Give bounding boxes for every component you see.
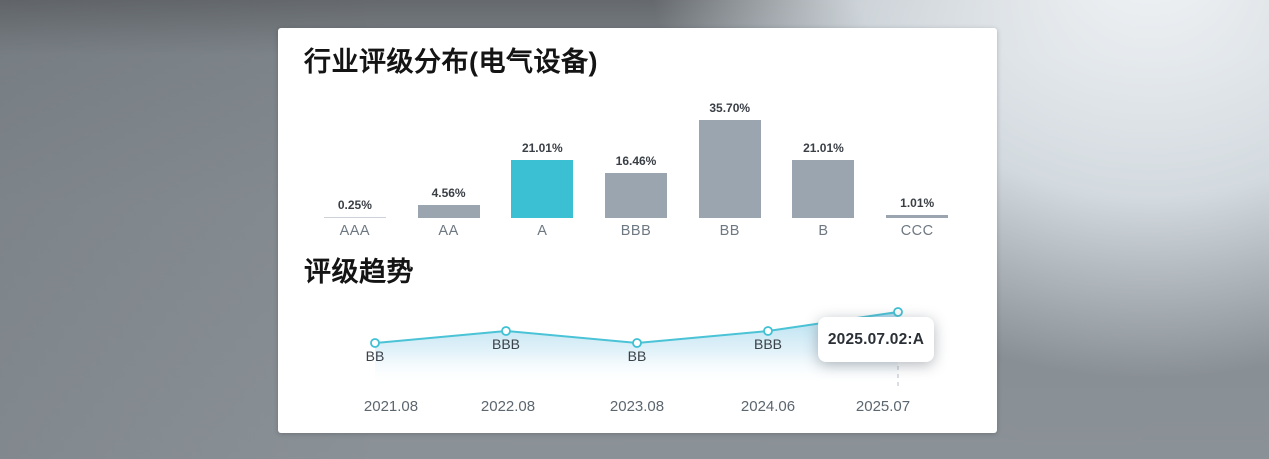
bar-value-label: 16.46% bbox=[615, 153, 657, 168]
trend-point-marker[interactable] bbox=[893, 307, 903, 317]
trend-x-axis: 2021.08 2022.08 2023.08 2024.06 2025.07 bbox=[278, 398, 997, 418]
trend-x-label: 2023.08 bbox=[609, 398, 665, 415]
bar-segment-b[interactable] bbox=[792, 160, 855, 218]
bar-chart-category-axis: AAA AA A BBB BB B CCC bbox=[308, 218, 964, 244]
bar-segment-a[interactable] bbox=[511, 160, 574, 218]
bar-value-label: 4.56% bbox=[431, 186, 466, 201]
bar-segment-aa[interactable] bbox=[417, 205, 480, 218]
bar-category-label: BBB bbox=[620, 223, 652, 239]
trend-area-fill bbox=[375, 312, 898, 386]
trend-point-label: BB bbox=[628, 348, 647, 364]
trend-point-label: BB bbox=[366, 348, 385, 364]
bar-chart-title: 行业评级分布(电气设备) bbox=[304, 47, 598, 77]
trend-chart-title: 评级趋势 bbox=[304, 257, 414, 287]
bar-column: 4.56% bbox=[402, 98, 496, 218]
trend-x-label: 2024.06 bbox=[740, 398, 796, 415]
bar-category-label: BB bbox=[719, 223, 740, 239]
bar-category-label: AA bbox=[438, 223, 459, 239]
bar-column: 35.70% bbox=[683, 98, 777, 218]
bar-value-label: 0.25% bbox=[337, 197, 372, 212]
bar-category-label: AAA bbox=[339, 223, 371, 239]
bar-value-label: 21.01% bbox=[521, 141, 563, 156]
bar-segment-bbb[interactable] bbox=[605, 172, 668, 218]
bar-value-label: 21.01% bbox=[803, 141, 844, 156]
bar-category-label: A bbox=[537, 223, 548, 239]
trend-point-marker[interactable] bbox=[370, 338, 380, 348]
bar-segment-aaa[interactable] bbox=[323, 216, 386, 218]
bar-value-label: 35.70% bbox=[709, 101, 751, 115]
bar-column: 1.01% bbox=[870, 98, 964, 218]
bar-segment-ccc[interactable] bbox=[886, 215, 949, 218]
trend-point-marker[interactable] bbox=[501, 326, 511, 336]
bar-chart: 0.25% 4.56% 21.01% 16.46% 35.70% 21.01% 1.01% bbox=[308, 98, 964, 218]
bar-column: 21.01% bbox=[777, 98, 871, 218]
trend-point-marker[interactable] bbox=[763, 326, 773, 336]
bar-category-label: B bbox=[818, 223, 829, 239]
trend-x-label: 2022.08 bbox=[480, 398, 536, 415]
bar-column: 21.01% bbox=[495, 98, 589, 218]
trend-x-label: 2025.07 bbox=[855, 398, 911, 415]
trend-x-label: 2021.08 bbox=[363, 398, 419, 415]
trend-point-label: BBB bbox=[754, 336, 782, 352]
bar-column: 0.25% bbox=[308, 98, 402, 218]
rating-card: 行业评级分布(电气设备) 0.25% 4.56% 21.01% 16.46% 35.70… bbox=[278, 28, 997, 433]
bar-segment-bb[interactable] bbox=[698, 120, 761, 218]
trend-point-marker[interactable] bbox=[632, 338, 642, 348]
bar-category-label: CCC bbox=[900, 223, 934, 239]
trend-point-label: BBB bbox=[492, 336, 520, 352]
trend-tooltip: 2025.07.02:A bbox=[818, 317, 934, 362]
bar-column: 16.46% bbox=[589, 98, 683, 218]
bar-value-label: 1.01% bbox=[900, 196, 935, 211]
